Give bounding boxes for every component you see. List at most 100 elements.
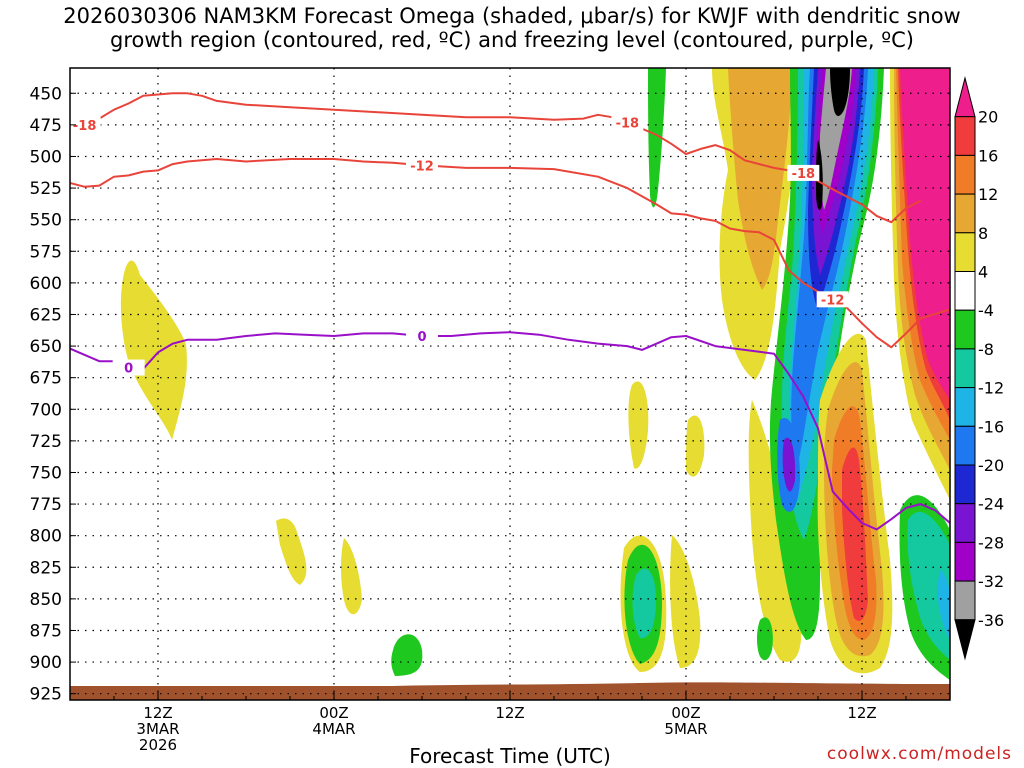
y-tick-label: 925 bbox=[30, 685, 62, 705]
y-tick-label: 475 bbox=[30, 116, 62, 136]
y-tick-label: 500 bbox=[30, 147, 62, 167]
omega-area-yellow-low bbox=[748, 400, 802, 662]
x-tick-label: 3MAR bbox=[136, 720, 179, 738]
colorbar-swatch bbox=[954, 309, 976, 350]
contour-labels: -18 -18 -18 -12 -12 0 0 bbox=[68, 114, 849, 377]
time-gridlines bbox=[157, 68, 863, 700]
colorbar-label: -12 bbox=[978, 379, 1004, 398]
colorbar-swatch bbox=[954, 271, 976, 311]
colorbar-top-arrow bbox=[954, 76, 976, 118]
y-axis: 450 475 500 525 550 575 600 625 650 675 700 725 750 7… bbox=[30, 84, 76, 705]
x-tick-label: 4MAR bbox=[312, 720, 355, 738]
colorbar-swatch bbox=[954, 580, 976, 621]
y-tick-label: 525 bbox=[30, 179, 62, 199]
omega-area-purple-lower bbox=[782, 437, 796, 492]
contour-label-bg bbox=[787, 164, 820, 181]
omega-area-yellow-2 bbox=[276, 518, 307, 585]
omega-area-teal-br bbox=[907, 511, 950, 660]
x-tick-label: 12Z bbox=[495, 704, 524, 722]
omega-shading bbox=[120, 68, 950, 680]
y-tick-label: 750 bbox=[30, 463, 62, 483]
colorbar-swatch bbox=[954, 348, 976, 389]
colorbar-label: 12 bbox=[978, 185, 998, 204]
contour-label-bg bbox=[406, 157, 438, 174]
contour-label: -18 bbox=[792, 167, 816, 182]
omega-area-pink-far-right bbox=[900, 68, 950, 400]
x-tick-label: 12Z bbox=[143, 704, 172, 722]
y-tick-label: 700 bbox=[30, 400, 62, 420]
omega-area-cyan-br bbox=[937, 570, 950, 640]
omega-area-yellow-7 bbox=[670, 535, 701, 668]
colorbar-label: -16 bbox=[978, 417, 1004, 436]
y-tick-label: 575 bbox=[30, 242, 62, 262]
x-tick-label: 5MAR bbox=[664, 720, 707, 738]
y-tick-label: 875 bbox=[30, 621, 62, 641]
omega-area-yellow-3 bbox=[341, 538, 362, 615]
site-credit: coolwx.com/models bbox=[826, 744, 1012, 764]
omega-area-yellow-left bbox=[120, 260, 187, 440]
omega-area-gold-main bbox=[728, 68, 792, 290]
contour-label: -12 bbox=[410, 159, 434, 174]
contour-freezing-level-0 bbox=[70, 331, 950, 531]
colorbar-label: 20 bbox=[978, 108, 998, 127]
chart-title: 2026030306 NAM3KM Forecast Omega (shaded… bbox=[0, 4, 1024, 52]
y-tick-label: 725 bbox=[30, 432, 62, 452]
omega-area-black-core bbox=[830, 68, 850, 116]
colorbar-label: -24 bbox=[978, 495, 1004, 514]
colorbar-swatch bbox=[954, 116, 976, 156]
y-tick-label: 625 bbox=[30, 305, 62, 325]
colorbar-label: -8 bbox=[978, 340, 994, 359]
x-tick-label: 2026 bbox=[139, 736, 177, 754]
chart-title-line2: growth region (contoured, red, ºC) and f… bbox=[110, 28, 914, 52]
ground-surface-top bbox=[70, 682, 950, 690]
omega-area-yellow-5 bbox=[686, 415, 705, 477]
colorbar-label: -4 bbox=[978, 301, 994, 320]
omega-area-teal-mid bbox=[632, 568, 656, 639]
contour-label-bg bbox=[406, 327, 438, 344]
colorbar-swatch bbox=[954, 387, 976, 427]
y-tick-label: 775 bbox=[30, 495, 62, 515]
colorbar-label: -36 bbox=[978, 611, 1004, 630]
contour-label-bg bbox=[68, 116, 101, 133]
omega-area-yellow-4 bbox=[628, 381, 649, 469]
y-tick-label: 650 bbox=[30, 337, 62, 357]
colorbar-label: -32 bbox=[978, 572, 1004, 591]
colorbar-swatch bbox=[954, 193, 976, 234]
colorbar-label: 8 bbox=[978, 224, 988, 243]
colorbar: 20 16 12 8 4 -4 -8 -12 -16 -20 -24 -28 -32 -36 bbox=[954, 76, 1004, 661]
contour-label-bg bbox=[611, 114, 644, 131]
contour-label: 0 bbox=[417, 330, 426, 345]
x-axis-title: Forecast Time (UTC) bbox=[409, 744, 611, 768]
omega-area-black-core-2 bbox=[816, 140, 823, 210]
omega-area-green-small bbox=[391, 634, 423, 676]
x-tick-label: 00Z bbox=[319, 704, 348, 722]
contour-label-bg bbox=[112, 359, 145, 376]
colorbar-swatch bbox=[954, 425, 976, 466]
y-tick-label: 675 bbox=[30, 369, 62, 389]
contour-label: -18 bbox=[616, 116, 640, 131]
x-tick-label: 12Z bbox=[847, 704, 876, 722]
colorbar-label: 4 bbox=[978, 263, 988, 282]
colorbar-bottom-arrow bbox=[954, 619, 976, 661]
contour-label: -12 bbox=[821, 293, 845, 308]
contour-label: 0 bbox=[124, 362, 133, 377]
colorbar-swatch bbox=[954, 154, 976, 195]
colorbar-swatch bbox=[954, 541, 976, 582]
colorbar-swatch bbox=[954, 232, 976, 273]
omega-area-green-top bbox=[648, 68, 666, 208]
chart-title-line1: 2026030306 NAM3KM Forecast Omega (shaded… bbox=[63, 4, 961, 28]
contour-label-bg bbox=[816, 291, 849, 308]
colorbar-label: -20 bbox=[978, 456, 1004, 475]
y-tick-label: 600 bbox=[30, 274, 62, 294]
y-tick-label: 900 bbox=[30, 653, 62, 673]
y-tick-label: 450 bbox=[30, 84, 62, 104]
x-tick-label: 00Z bbox=[671, 704, 700, 722]
y-tick-label: 800 bbox=[30, 527, 62, 547]
y-tick-label: 850 bbox=[30, 590, 62, 610]
y-tick-label: 550 bbox=[30, 211, 62, 231]
colorbar-swatch bbox=[954, 503, 976, 543]
omega-area-green-br2 bbox=[756, 617, 773, 661]
colorbar-swatch bbox=[954, 464, 976, 505]
colorbar-label: 16 bbox=[978, 146, 998, 165]
